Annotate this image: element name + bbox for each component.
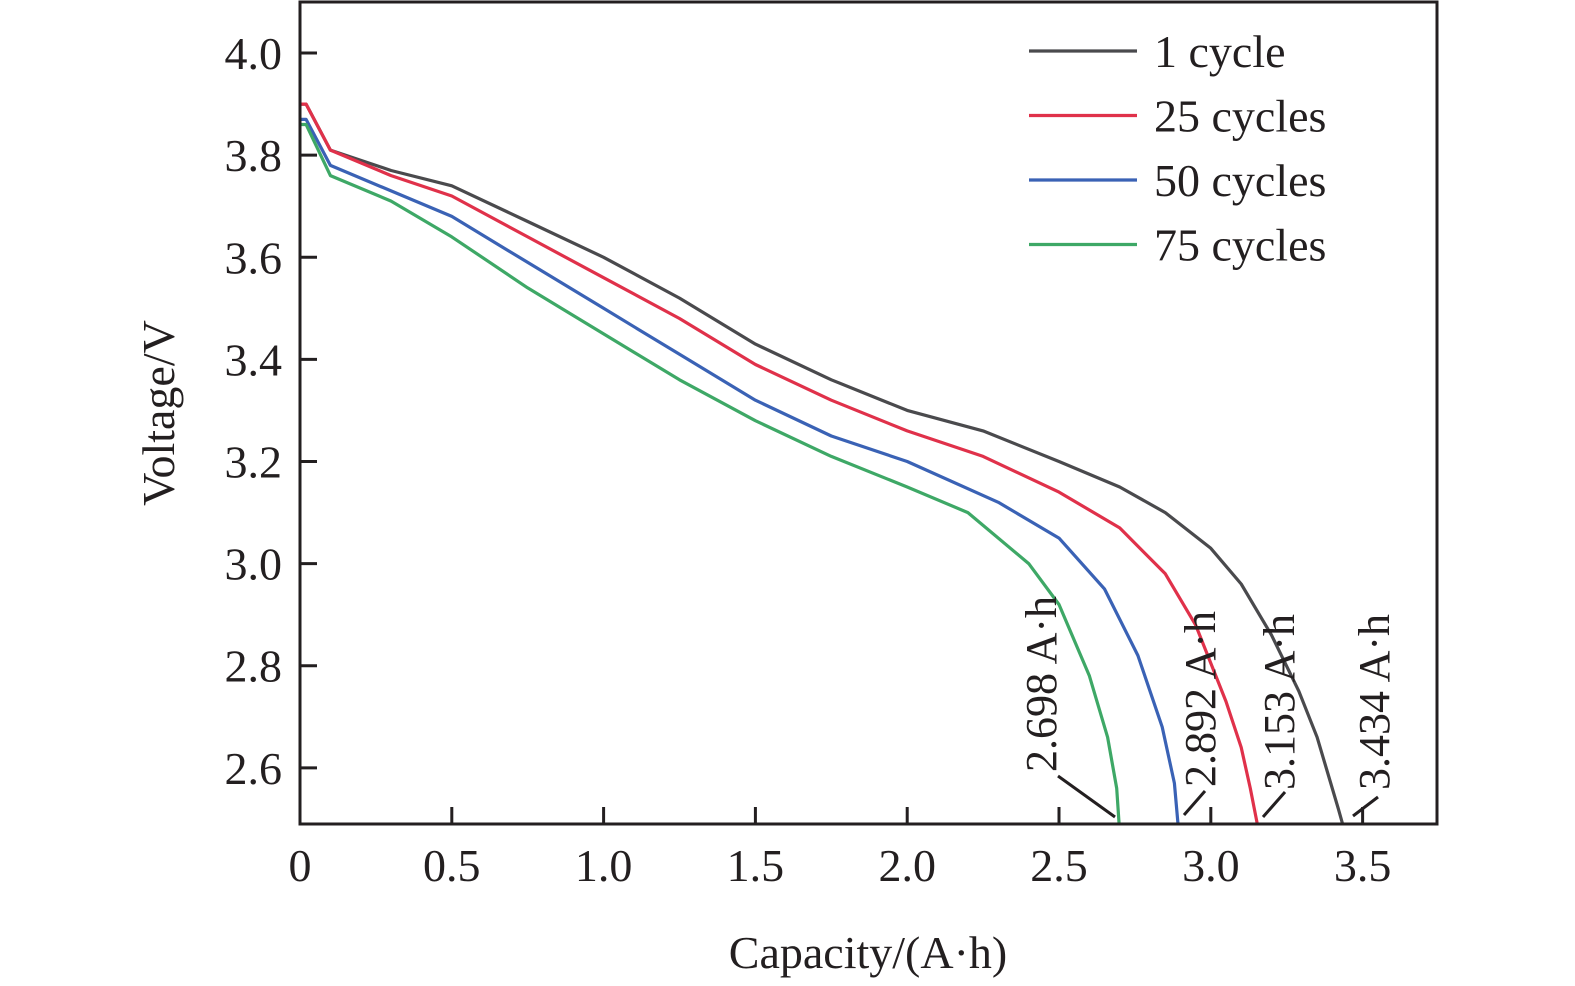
annotation-label: 2.892 A·h (1176, 611, 1225, 787)
y-tick-label: 3.4 (225, 334, 283, 385)
series-line-1-cycle (300, 102, 1345, 825)
legend-label: 75 cycles (1154, 220, 1326, 271)
y-tick-label: 3.0 (225, 539, 283, 590)
annotation-label: 3.434 A·h (1350, 614, 1399, 790)
capacity-annotation: 2.892 A·h (1176, 611, 1225, 816)
annotation-leader-line (1182, 790, 1207, 816)
legend-label: 25 cycles (1154, 91, 1326, 142)
capacity-annotation: 3.434 A·h (1350, 614, 1399, 818)
series-line-50-cycles (300, 117, 1180, 825)
axes-layer (298, 0, 1439, 826)
legend-label: 50 cycles (1154, 155, 1326, 206)
x-tick-label: 0.5 (423, 840, 481, 891)
series-line-75-cycles (300, 122, 1121, 825)
annotation-leader-line (1261, 791, 1287, 818)
annotations: 2.698 A·h 2.892 A·h 3.153 A·h 3.434 A·h (1017, 596, 1399, 819)
x-tick-label: 3.0 (1182, 840, 1240, 891)
x-axis-title: Capacity/(A·h) (729, 927, 1007, 978)
ticks-layer: 0 0.5 1.0 1.5 2.0 2.5 3.0 3.5 2.6 2.8 3.0 3.2 3.4 3.6… (225, 28, 1392, 891)
annotation-label: 3.153 A·h (1255, 614, 1304, 790)
y-tick-label: 2.6 (225, 743, 283, 794)
legend-item: 50 cycles (1029, 155, 1326, 206)
series-layer (300, 102, 1345, 825)
y-tick-label: 4.0 (225, 28, 283, 79)
y-tick-label: 2.8 (225, 641, 283, 692)
legend-item: 25 cycles (1029, 91, 1326, 142)
x-tick-label: 2.5 (1030, 840, 1088, 891)
series-line-25-cycles (300, 102, 1259, 825)
y-axis-title: Voltage/V (133, 320, 184, 506)
legend-item: 75 cycles (1029, 220, 1326, 271)
x-tick-label: 3.5 (1334, 840, 1392, 891)
y-tick-label: 3.2 (225, 437, 283, 488)
x-tick-label: 0 (289, 840, 312, 891)
y-tick-label: 3.6 (225, 232, 283, 283)
annotation-label: 2.698 A·h (1017, 596, 1066, 772)
legend: 1 cycle 25 cycles 50 cycles 75 cycles (1029, 26, 1326, 271)
x-tick-label: 1.0 (575, 840, 633, 891)
legend-label: 1 cycle (1154, 26, 1286, 77)
x-tick-label: 1.5 (727, 840, 785, 891)
annotation-leader-line (1352, 795, 1379, 818)
capacity-annotation: 2.698 A·h (1017, 596, 1116, 819)
capacity-annotation: 3.153 A·h (1255, 614, 1304, 818)
plot-frame (298, 0, 1439, 826)
y-tick-label: 3.8 (225, 130, 283, 181)
legend-item: 1 cycle (1029, 26, 1286, 77)
x-tick-label: 2.0 (878, 840, 936, 891)
annotation-leader-line (1057, 774, 1116, 819)
